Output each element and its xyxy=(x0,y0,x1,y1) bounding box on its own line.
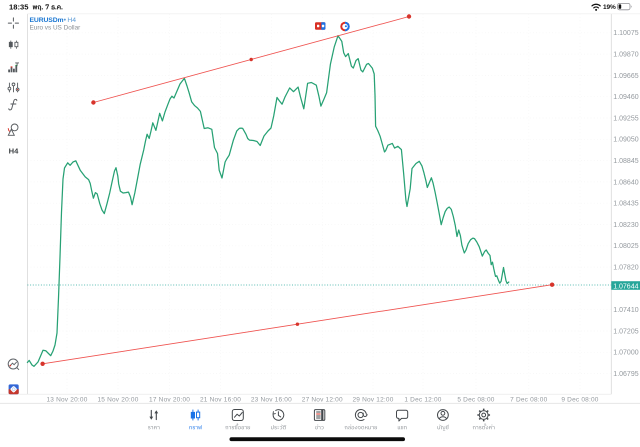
svg-text:18:35: 18:35 xyxy=(9,2,29,11)
svg-text:1.07410: 1.07410 xyxy=(613,307,638,314)
svg-text:17 Nov 20:00: 17 Nov 20:00 xyxy=(149,396,190,403)
svg-text:1.09870: 1.09870 xyxy=(613,52,638,59)
svg-text:1.08640: 1.08640 xyxy=(613,179,638,186)
svg-text:1.06795: 1.06795 xyxy=(613,371,638,378)
svg-text:1 Dec 12:00: 1 Dec 12:00 xyxy=(404,396,441,403)
svg-text:EURUSDm: EURUSDm xyxy=(30,17,64,24)
svg-text:1.10075: 1.10075 xyxy=(613,30,638,37)
svg-text:13 Nov 20:00: 13 Nov 20:00 xyxy=(46,396,87,403)
svg-text:Euro vs US Dollar: Euro vs US Dollar xyxy=(30,24,82,31)
svg-text:1.09460: 1.09460 xyxy=(613,94,638,101)
svg-text:19%: 19% xyxy=(603,4,616,11)
svg-text:1.07205: 1.07205 xyxy=(613,328,638,335)
svg-text:1.09665: 1.09665 xyxy=(613,73,638,80)
svg-text:29 Nov 12:00: 29 Nov 12:00 xyxy=(352,396,393,403)
svg-text:H4: H4 xyxy=(9,146,19,155)
svg-text:1.08230: 1.08230 xyxy=(613,222,638,229)
svg-text:1.07644: 1.07644 xyxy=(613,283,638,290)
svg-text:23 Nov 16:00: 23 Nov 16:00 xyxy=(251,396,292,403)
svg-text:1.07820: 1.07820 xyxy=(613,265,638,272)
svg-text:7 Dec 08:00: 7 Dec 08:00 xyxy=(510,396,547,403)
svg-text:9 Dec 08:00: 9 Dec 08:00 xyxy=(561,396,598,403)
svg-text:15 Nov 20:00: 15 Nov 20:00 xyxy=(97,396,138,403)
svg-text:27 Nov 12:00: 27 Nov 12:00 xyxy=(302,396,343,403)
svg-text:1.09050: 1.09050 xyxy=(613,137,638,144)
svg-text:1.08025: 1.08025 xyxy=(613,243,638,250)
svg-text:1.08845: 1.08845 xyxy=(613,158,638,165)
svg-text:H4: H4 xyxy=(67,17,76,24)
svg-text:21 Nov 16:00: 21 Nov 16:00 xyxy=(200,396,241,403)
svg-text:1.07000: 1.07000 xyxy=(613,350,638,357)
svg-text:1.08435: 1.08435 xyxy=(613,201,638,208)
svg-text:1.09255: 1.09255 xyxy=(613,115,638,122)
svg-text:5 Dec 08:00: 5 Dec 08:00 xyxy=(457,396,494,403)
